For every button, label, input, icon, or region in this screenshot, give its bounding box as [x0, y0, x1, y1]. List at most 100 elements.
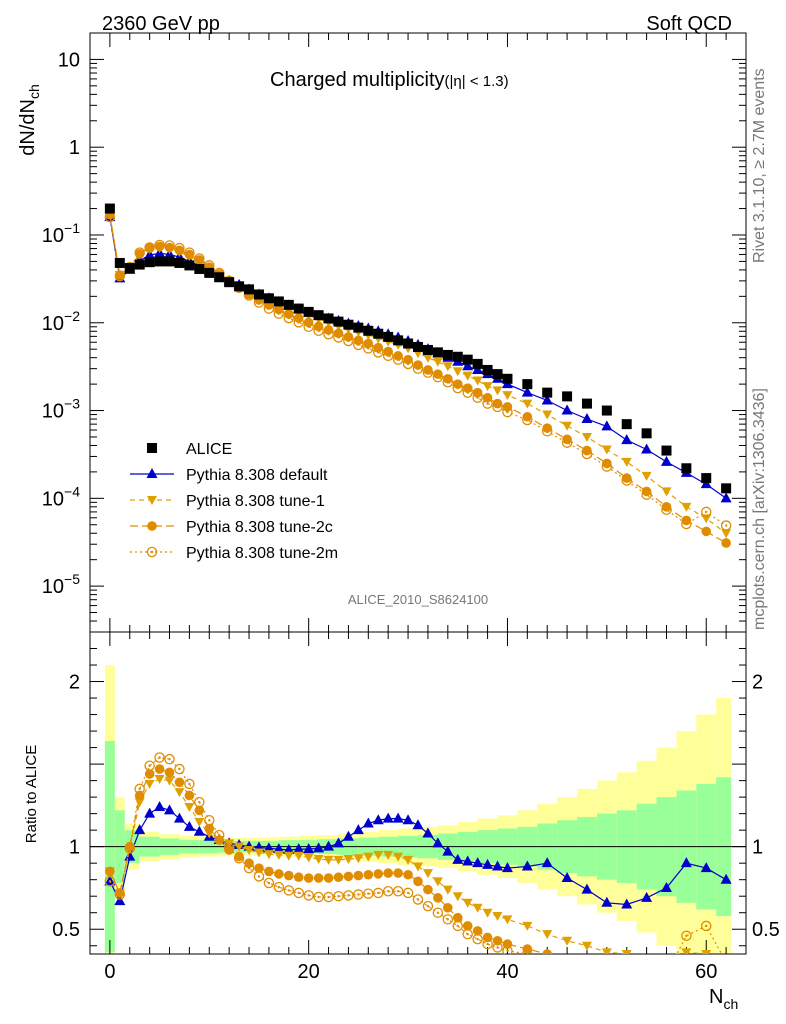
legend-entry-3: Pythia 8.308 tune-2c: [130, 519, 333, 536]
main-point: [472, 363, 484, 374]
main-point: [134, 247, 145, 258]
main-point: [114, 270, 126, 282]
ratio-point: [382, 812, 394, 823]
main-point-dot: [188, 251, 191, 254]
ratio-point: [392, 812, 404, 823]
main-point-dot: [317, 329, 320, 332]
ratio-point: [621, 950, 632, 954]
ratio-point-dot: [506, 949, 509, 952]
main-point: [432, 347, 443, 358]
main-point: [462, 360, 474, 371]
main-point: [442, 349, 453, 360]
ratio-point-dot: [436, 911, 440, 914]
main-point: [701, 473, 712, 484]
ratio-point: [342, 830, 354, 841]
main-point-dot: [377, 351, 380, 354]
main-point: [164, 256, 175, 267]
main-point-dot: [257, 301, 261, 304]
ratio-point: [472, 933, 483, 945]
main-point: [700, 506, 712, 518]
main-point: [482, 364, 493, 375]
x-tick-label: 20: [298, 961, 320, 983]
main-point: [402, 358, 414, 370]
main-point-dot: [406, 362, 410, 366]
main-point-dot: [605, 465, 609, 468]
main-point-dot: [178, 246, 181, 250]
ratio-point: [372, 887, 384, 899]
main-point-dot: [347, 339, 350, 343]
main-point: [164, 242, 175, 253]
main-point: [204, 267, 215, 278]
ratio-point-dot: [396, 890, 400, 893]
ratio-point: [273, 881, 285, 893]
main-point: [581, 413, 593, 424]
main-point-dot: [496, 405, 499, 409]
main-point: [700, 478, 712, 489]
ratio-point: [184, 803, 195, 813]
ratio-plot: 0 20 40 60 0.5 0.5 1 1 2 2: [52, 33, 780, 983]
mcplots-label: mcplots.cern.ch [arXiv:1306.3436]: [751, 388, 768, 630]
main-point-dot: [297, 321, 300, 324]
main-point: [273, 296, 284, 307]
legend-entry-4: Pythia 8.308 tune-2m: [130, 545, 338, 562]
main-point: [542, 423, 553, 433]
ratio-point-dot: [227, 847, 231, 850]
ratio-point-dot: [456, 924, 459, 928]
ratio-point-dot: [247, 866, 251, 870]
y-tick-label: 2: [69, 672, 80, 694]
ratio-point: [164, 753, 175, 765]
ratio-point-dot: [685, 934, 688, 938]
ratio-point: [383, 850, 394, 860]
main-point-dot: [486, 402, 489, 405]
ratio-series-4: [104, 752, 723, 954]
ratio-point: [333, 890, 344, 902]
ratio-point: [452, 892, 463, 902]
main-point: [581, 432, 592, 442]
ratio-point-dot: [237, 857, 241, 860]
main-point-dot: [118, 274, 122, 278]
ratio-point: [601, 948, 612, 954]
ratio-point-dot: [108, 880, 112, 883]
main-point: [720, 492, 732, 503]
ratio-point: [124, 843, 136, 854]
ratio-point: [452, 920, 464, 932]
ratio-point-dot: [208, 819, 211, 822]
main-point: [561, 437, 573, 448]
ratio-point: [402, 814, 414, 825]
ratio-point: [393, 868, 403, 878]
main-point-dot: [645, 493, 648, 496]
main-point: [393, 335, 404, 346]
legend-label: Pythia 8.308 tune-2m: [186, 545, 338, 562]
main-point: [184, 247, 195, 258]
main-point-dot: [426, 371, 430, 374]
main-point: [313, 310, 324, 321]
main-point: [253, 289, 264, 300]
x-tick-label: 60: [695, 961, 717, 983]
ratio-point-dot: [128, 847, 131, 850]
ratio-point: [303, 873, 314, 883]
ratio-point: [502, 945, 513, 954]
ratio-point: [154, 764, 165, 774]
ratio-point: [343, 871, 354, 882]
main-point: [214, 272, 225, 283]
ratio-point: [183, 820, 195, 831]
ratio-point: [521, 860, 533, 871]
ratio-point: [700, 862, 712, 873]
ratio-ylabel-text: Ratio to ALICE: [23, 745, 40, 843]
main-point: [303, 321, 314, 333]
legend-marker: [147, 521, 157, 531]
main-point: [194, 253, 205, 264]
ratio-point: [194, 805, 205, 816]
main-point: [462, 387, 473, 398]
y-tick-label: 1: [69, 837, 80, 859]
main-point: [413, 360, 423, 370]
ratio-point: [383, 868, 393, 878]
main-point: [452, 382, 464, 394]
ratio-point-dot: [257, 875, 261, 878]
ratio-point: [332, 837, 344, 848]
ratio-point: [313, 842, 325, 853]
ratio-point-dot: [267, 881, 271, 885]
ratio-point-dot: [178, 767, 181, 771]
ratio-point: [581, 883, 593, 894]
main-point: [542, 387, 553, 398]
